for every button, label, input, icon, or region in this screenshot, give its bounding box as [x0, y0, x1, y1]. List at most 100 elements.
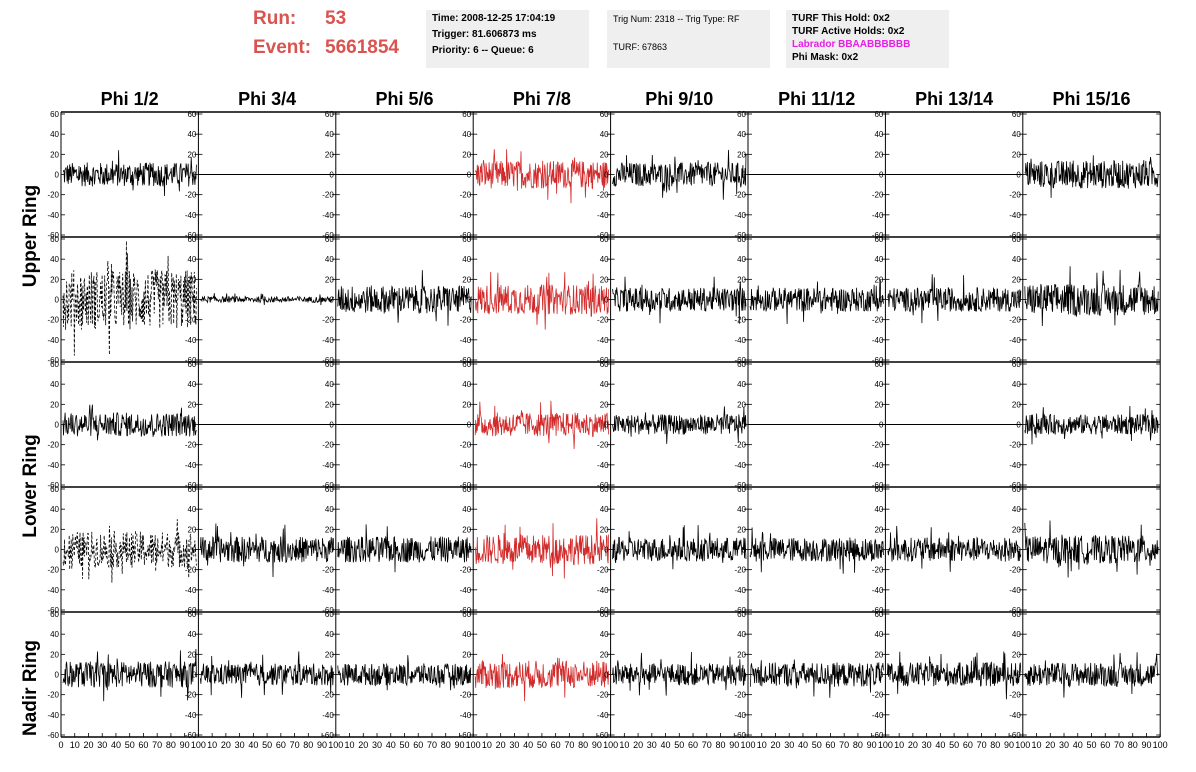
waveform-line — [887, 651, 1022, 700]
y-tick-label: 0 — [604, 421, 609, 430]
y-tick-label: 0 — [467, 546, 472, 555]
y-tick-label: -60 — [460, 606, 472, 615]
y-tick-label: -40 — [460, 336, 472, 345]
y-tick-label: -20 — [597, 566, 609, 575]
y-tick-label: -20 — [734, 566, 746, 575]
x-tick-label: 70 — [427, 740, 437, 750]
y-tick-label: 0 — [604, 671, 609, 680]
y-tick-label: 60 — [600, 485, 609, 494]
waveform-line — [612, 525, 747, 570]
y-tick-label: 40 — [187, 380, 196, 389]
waveform-line — [62, 648, 197, 702]
y-tick-label: -40 — [1009, 461, 1021, 470]
y-tick-label: -40 — [734, 336, 746, 345]
y-tick-label: 20 — [187, 150, 196, 159]
y-tick-label: 40 — [600, 505, 609, 514]
y-tick-label: 0 — [467, 421, 472, 430]
x-tick-label: 70 — [977, 740, 987, 750]
x-tick-label: 40 — [523, 740, 533, 750]
waveform-line — [474, 400, 609, 450]
y-tick-label: -60 — [322, 231, 334, 240]
x-tick-label: 80 — [441, 740, 451, 750]
y-tick-label: -40 — [597, 586, 609, 595]
y-tick-label: -40 — [47, 211, 59, 220]
x-tick-label: 10 — [345, 740, 355, 750]
y-tick-label: 20 — [737, 275, 746, 284]
trigger-time: Trigger: 81.606873 ms — [432, 29, 537, 40]
trigger-number-type: Trig Num: 2318 -- Trig Type: RF — [613, 14, 740, 24]
y-tick-label: 40 — [600, 630, 609, 639]
x-tick-label: 10 — [482, 740, 492, 750]
y-tick-label: 20 — [50, 650, 59, 659]
y-tick-label: 0 — [879, 421, 884, 430]
column-header: Phi 13/14 — [915, 89, 993, 109]
y-tick-label: 0 — [467, 296, 472, 305]
waveform-line — [62, 519, 197, 583]
x-tick-label: 40 — [661, 740, 671, 750]
y-tick-label: -20 — [1009, 316, 1021, 325]
y-tick-label: -60 — [460, 481, 472, 490]
x-tick-label: 40 — [386, 740, 396, 750]
y-tick-label: 60 — [325, 610, 334, 619]
y-tick-label: 40 — [737, 630, 746, 639]
y-tick-label: 20 — [737, 400, 746, 409]
y-tick-label: -40 — [185, 336, 197, 345]
y-tick-label: -60 — [872, 231, 884, 240]
x-tick-label: 40 — [111, 740, 121, 750]
y-tick-label: -60 — [597, 231, 609, 240]
waveform-line — [1024, 155, 1159, 198]
y-tick-label: -40 — [734, 211, 746, 220]
y-tick-label: 0 — [879, 296, 884, 305]
y-tick-label: 0 — [55, 671, 60, 680]
y-tick-label: -60 — [872, 481, 884, 490]
y-tick-label: 0 — [55, 421, 60, 430]
x-tick-label: 30 — [235, 740, 245, 750]
y-tick-label: -40 — [1009, 586, 1021, 595]
y-tick-label: 40 — [187, 505, 196, 514]
y-tick-label: 0 — [329, 296, 334, 305]
y-tick-label: 40 — [600, 380, 609, 389]
y-tick-label: 60 — [600, 110, 609, 119]
y-tick-label: 20 — [1012, 525, 1021, 534]
y-tick-label: 20 — [1012, 275, 1021, 284]
x-tick-label: 60 — [413, 740, 423, 750]
y-tick-label: -20 — [185, 316, 197, 325]
y-tick-label: -20 — [872, 691, 884, 700]
y-tick-label: -20 — [185, 691, 197, 700]
y-tick-label: -20 — [47, 191, 59, 200]
y-tick-label: -40 — [460, 586, 472, 595]
x-tick-label: 30 — [372, 740, 382, 750]
y-tick-label: -60 — [322, 606, 334, 615]
y-tick-label: 0 — [192, 546, 197, 555]
y-tick-label: 60 — [187, 610, 196, 619]
y-tick-label: 60 — [325, 235, 334, 244]
y-tick-label: 60 — [187, 110, 196, 119]
x-tick-label: 100 — [466, 740, 481, 750]
waveform-line — [200, 523, 335, 578]
y-tick-label: 20 — [600, 400, 609, 409]
y-tick-label: -60 — [734, 606, 746, 615]
x-tick-label: 40 — [1073, 740, 1083, 750]
y-tick-label: 40 — [600, 130, 609, 139]
y-tick-label: 40 — [50, 630, 59, 639]
y-tick-label: -40 — [734, 461, 746, 470]
y-tick-label: 0 — [879, 546, 884, 555]
y-tick-label: 40 — [874, 505, 883, 514]
y-tick-label: 40 — [50, 130, 59, 139]
x-tick-label: 10 — [619, 740, 629, 750]
y-tick-label: -20 — [322, 566, 334, 575]
turf-info-box: TURF This Hold: 0x2 TURF Active Holds: 0… — [786, 10, 949, 68]
y-tick-label: -60 — [1009, 231, 1021, 240]
y-tick-label: 60 — [187, 235, 196, 244]
y-tick-label: 60 — [600, 235, 609, 244]
y-tick-label: 40 — [462, 505, 471, 514]
waveform-line — [612, 406, 747, 444]
x-tick-label: 100 — [1015, 740, 1030, 750]
y-tick-label: 40 — [50, 255, 59, 264]
x-tick-label: 70 — [290, 740, 300, 750]
y-tick-label: 0 — [192, 296, 197, 305]
y-tick-label: -20 — [185, 191, 197, 200]
y-tick-label: -60 — [322, 356, 334, 365]
y-tick-label: 60 — [50, 610, 59, 619]
x-tick-label: 100 — [740, 740, 755, 750]
